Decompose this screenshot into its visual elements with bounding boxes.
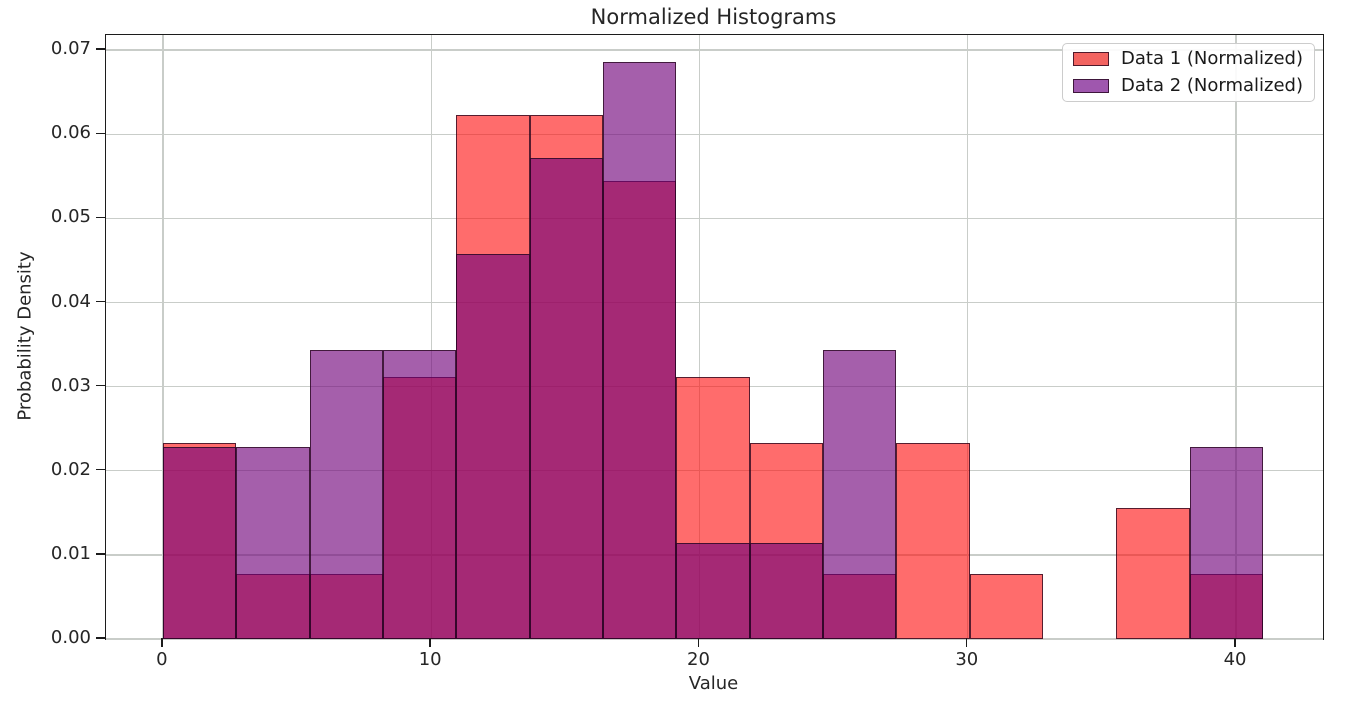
y-tick-label-0.07: 0.07	[50, 38, 91, 60]
y-tick-0.02	[96, 469, 105, 471]
legend-label-data1: Data 1 (Normalized)	[1121, 48, 1303, 70]
x-tick-0	[161, 638, 163, 647]
gridline-x-40	[1235, 35, 1237, 639]
y-tick-label-0.06: 0.06	[50, 122, 91, 144]
x-tick-label-20: 20	[687, 649, 710, 670]
bar-series2-bin10	[822, 350, 897, 639]
x-tick-40	[1234, 638, 1236, 647]
x-tick-label-30: 30	[955, 649, 979, 670]
bar-series2-bin8	[676, 542, 750, 639]
gridline-y-0.04	[106, 301, 1323, 304]
y-tick-label-0.05: 0.05	[50, 206, 91, 228]
x-tick-30	[966, 638, 968, 647]
bar-series2-bin6	[529, 158, 603, 639]
bar-series2-bin5	[456, 254, 530, 639]
bar-series1-bin14	[1116, 508, 1190, 639]
legend: Data 1 (Normalized) Data 2 (Normalized)	[1062, 43, 1315, 102]
gridline-y-0.05	[106, 217, 1323, 220]
chart-title: Normalized Histograms	[590, 5, 837, 29]
y-tick-label-0.03: 0.03	[50, 374, 91, 396]
y-tick-0.07	[96, 48, 105, 50]
gridline-x-0	[162, 35, 164, 639]
gridline-y-0.07	[106, 49, 1323, 51]
legend-item-data1: Data 1 (Normalized)	[1073, 48, 1314, 70]
bar-series2-bin3	[309, 350, 383, 639]
plot-area	[105, 34, 1324, 640]
legend-swatch-data2-icon	[1073, 78, 1109, 93]
legend-item-data2: Data 2 (Normalized)	[1073, 75, 1314, 97]
legend-swatch-data1-icon	[1073, 52, 1109, 67]
y-tick-0.04	[96, 300, 105, 303]
y-axis-label: Probability Density	[14, 251, 36, 421]
y-tick-0.00	[96, 637, 105, 639]
bar-series2-bin7	[602, 61, 677, 639]
bar-series1-bin11	[896, 442, 970, 639]
bar-series2-bin2	[236, 446, 310, 639]
gridline-y-0.06	[106, 133, 1323, 135]
bar-series2-bin15	[1189, 446, 1263, 639]
y-tick-label-0.02: 0.02	[50, 458, 91, 480]
bar-series1-bin12	[969, 573, 1043, 639]
x-tick-label-0: 0	[156, 649, 168, 670]
x-tick-20	[697, 638, 700, 647]
x-tick-label-40: 40	[1223, 649, 1247, 670]
gridline-x-20	[698, 35, 701, 639]
x-tick-10	[429, 638, 431, 647]
x-axis-label: Value	[688, 673, 739, 694]
bar-series2-bin4	[382, 350, 457, 639]
y-tick-label-0.04: 0.04	[50, 290, 91, 312]
y-tick-label-0.01: 0.01	[50, 542, 91, 564]
y-tick-0.01	[96, 553, 105, 555]
y-tick-0.03	[96, 384, 105, 387]
legend-label-data2: Data 2 (Normalized)	[1121, 75, 1303, 96]
y-tick-label-0.00: 0.00	[50, 627, 91, 648]
bar-series2-bin1	[162, 446, 237, 639]
gridline-x-30	[967, 35, 969, 639]
gridline-y-0.00	[106, 638, 1323, 640]
y-tick-0.05	[96, 216, 105, 219]
gridline-x-10	[430, 35, 432, 639]
bar-series2-bin9	[749, 542, 823, 639]
y-tick-0.06	[96, 132, 105, 134]
x-tick-label-10: 10	[418, 649, 442, 670]
